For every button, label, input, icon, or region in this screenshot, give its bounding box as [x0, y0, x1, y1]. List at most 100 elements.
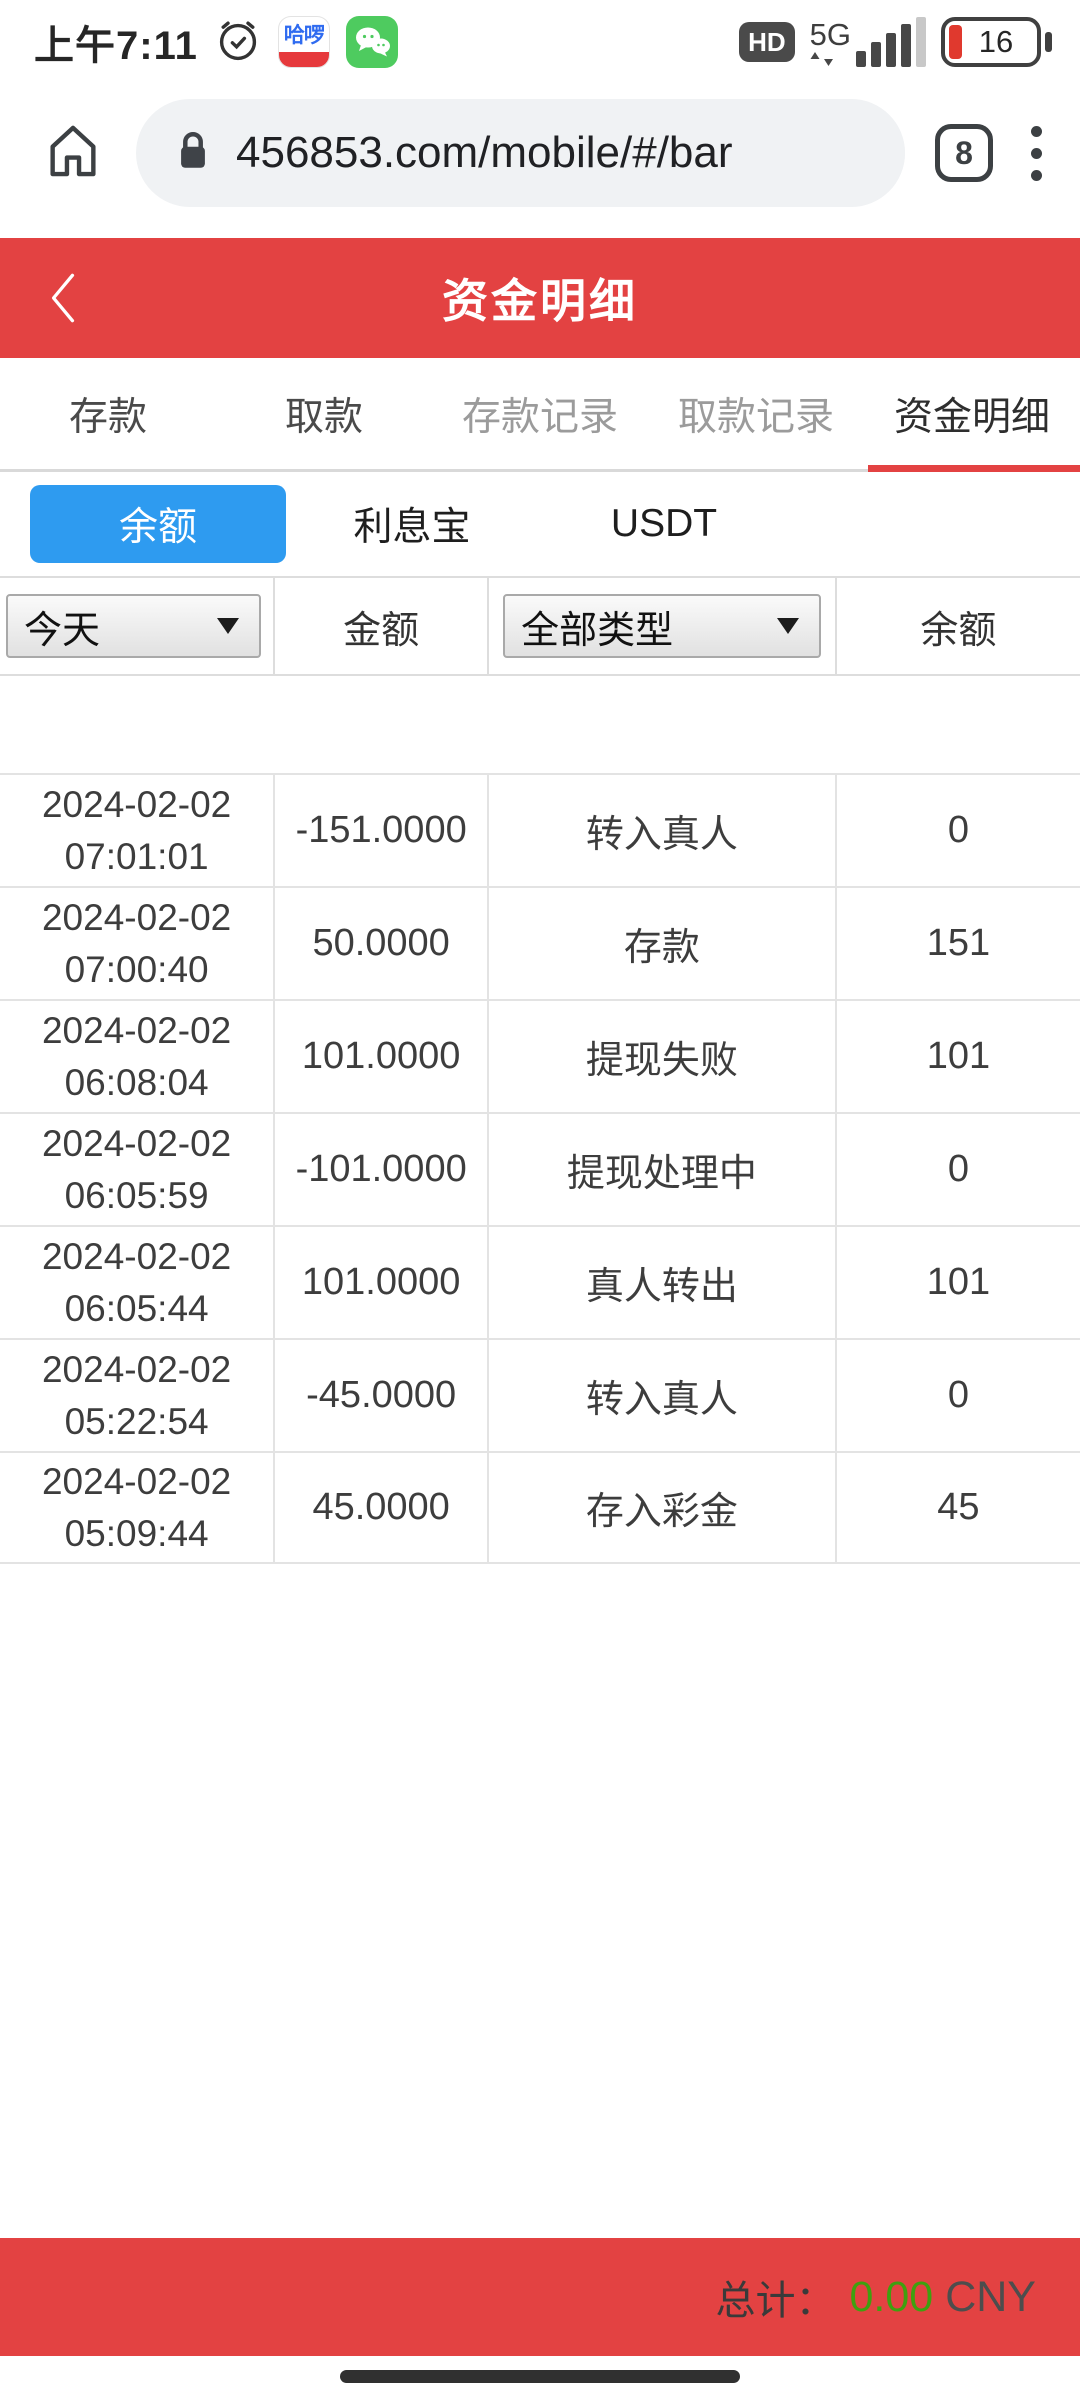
row-date: 2024-02-02 — [41, 783, 232, 825]
date-range-select[interactable]: 今天 — [6, 594, 262, 658]
main-tabs: 存款 取款 存款记录 取款记录 资金明细 — [0, 358, 1080, 472]
cell-type: 转入真人 — [487, 1340, 835, 1451]
url-text: 456853.com/mobile/#/bar — [236, 128, 733, 177]
cell-datetime: 2024-02-02 06:05:59 — [0, 1114, 273, 1225]
battery-icon: 16 — [941, 17, 1052, 67]
cell-balance: 101 — [834, 1227, 1080, 1338]
cell-amount: 45.0000 — [273, 1453, 487, 1562]
wechat-notification-icon — [345, 16, 398, 68]
subtab-balance[interactable]: 余额 — [30, 485, 286, 563]
row-time: 06:05:59 — [64, 1174, 209, 1216]
total-currency: CNY — [945, 2272, 1036, 2321]
back-button[interactable] — [46, 267, 80, 329]
dropdown-caret-icon — [217, 618, 240, 634]
row-date: 2024-02-02 — [41, 1460, 232, 1502]
filter-header-row: 今天 金额 全部类型 余额 — [0, 576, 1080, 676]
cell-amount: -45.0000 — [273, 1340, 487, 1451]
type-select[interactable]: 全部类型 — [503, 594, 821, 658]
cell-type: 存入彩金 — [487, 1453, 835, 1562]
cell-type: 提现失败 — [487, 1001, 835, 1112]
table-row: 2024-02-02 05:22:54 -45.0000 转入真人 0 — [0, 1338, 1080, 1451]
cell-datetime: 2024-02-02 07:01:01 — [0, 775, 273, 886]
cell-amount: -101.0000 — [273, 1114, 487, 1225]
subtab-usdt[interactable]: USDT — [610, 502, 718, 545]
tab-deposit[interactable]: 存款 — [68, 395, 147, 439]
total-bar: 总计： 0.00 CNY — [0, 2238, 1080, 2356]
home-indicator[interactable] — [340, 2370, 740, 2383]
cell-type: 真人转出 — [487, 1227, 835, 1338]
status-bar: 上午7:11 哈啰 — [0, 0, 1080, 68]
helloapp-icon-strip — [278, 52, 329, 67]
tab-withdraw-records[interactable]: 取款记录 — [677, 395, 834, 439]
page-title: 资金明细 — [442, 275, 638, 327]
column-header-amount: 金额 — [273, 578, 487, 674]
total-label: 总计： — [715, 2279, 836, 2323]
cell-datetime: 2024-02-02 05:22:54 — [0, 1340, 273, 1451]
url-bar[interactable]: 456853.com/mobile/#/bar — [136, 99, 905, 207]
tab-funds-detail[interactable]: 资金明细 — [864, 358, 1080, 472]
hd-icon: HD — [739, 22, 795, 62]
dropdown-caret-icon — [776, 618, 799, 634]
cell-datetime: 2024-02-02 06:05:44 — [0, 1227, 273, 1338]
clock-time: 上午7:11 — [34, 24, 198, 68]
alarm-icon — [214, 16, 262, 69]
cell-amount: 101.0000 — [273, 1001, 487, 1112]
cell-amount: 50.0000 — [273, 888, 487, 999]
table-row: 2024-02-02 05:09:44 45.0000 存入彩金 45 — [0, 1451, 1080, 1564]
cell-datetime: 2024-02-02 05:09:44 — [0, 1453, 273, 1562]
table-row: 2024-02-02 06:05:44 101.0000 真人转出 101 — [0, 1225, 1080, 1338]
battery-fill — [949, 25, 962, 59]
gesture-bar-area — [0, 2356, 1080, 2400]
table-row: 2024-02-02 07:01:01 -151.0000 转入真人 0 — [0, 773, 1080, 886]
cell-balance: 0 — [834, 775, 1080, 886]
row-time: 06:05:44 — [64, 1287, 209, 1329]
date-range-value: 今天 — [24, 609, 101, 652]
row-time: 07:00:40 — [64, 948, 209, 990]
type-select-value: 全部类型 — [521, 609, 674, 652]
row-date: 2024-02-02 — [41, 896, 232, 938]
home-icon[interactable] — [40, 118, 106, 189]
cell-balance: 0 — [834, 1340, 1080, 1451]
row-date: 2024-02-02 — [41, 1348, 232, 1390]
row-date: 2024-02-02 — [41, 1009, 232, 1051]
battery-body: 16 — [941, 17, 1041, 67]
status-bar-left: 上午7:11 哈啰 — [34, 13, 398, 71]
cell-balance: 101 — [834, 1001, 1080, 1112]
row-time: 07:01:01 — [64, 835, 209, 877]
tab-deposit-records[interactable]: 存款记录 — [461, 395, 618, 439]
row-date: 2024-02-02 — [41, 1235, 232, 1277]
helloapp-icon-text: 哈啰 — [283, 24, 325, 47]
empty-space — [0, 1564, 1080, 2238]
network-type: 5G — [810, 19, 851, 67]
battery-percent: 16 — [978, 24, 1014, 59]
row-date: 2024-02-02 — [41, 1122, 232, 1164]
signal-bars-icon: 5G — [810, 17, 926, 67]
back-chevron-icon — [51, 273, 75, 323]
row-time: 05:09:44 — [64, 1512, 209, 1554]
table-row: 2024-02-02 06:05:59 -101.0000 提现处理中 0 — [0, 1112, 1080, 1225]
network-type-label: 5G — [809, 17, 851, 52]
subtab-interest-treasure[interactable]: 利息宝 — [353, 506, 471, 549]
transactions-table: 2024-02-02 07:01:01 -151.0000 转入真人 0 202… — [0, 773, 1080, 1564]
browser-menu-button[interactable] — [1023, 125, 1050, 181]
page-header: 资金明细 — [0, 238, 1080, 358]
sub-tabs: 余额 利息宝 USDT — [0, 472, 1080, 576]
signal-strength-bars — [856, 17, 926, 67]
tab-switcher-button[interactable]: 8 — [935, 124, 993, 182]
cell-type: 存款 — [487, 888, 835, 999]
cell-type: 提现处理中 — [487, 1114, 835, 1225]
row-time: 06:08:04 — [64, 1061, 209, 1103]
tab-withdraw[interactable]: 取款 — [284, 395, 363, 439]
cell-balance: 45 — [834, 1453, 1080, 1562]
url-fade-overlay — [825, 99, 905, 207]
cell-datetime: 2024-02-02 07:00:40 — [0, 888, 273, 999]
status-bar-right: HD 5G 16 — [739, 17, 1052, 67]
browser-toolbar: 456853.com/mobile/#/bar 8 — [0, 68, 1080, 238]
filter-cell-type: 全部类型 — [487, 578, 835, 674]
cell-balance: 0 — [834, 1114, 1080, 1225]
cell-amount: -151.0000 — [273, 775, 487, 886]
cell-balance: 151 — [834, 888, 1080, 999]
table-row: 2024-02-02 06:08:04 101.0000 提现失败 101 — [0, 999, 1080, 1112]
tab-count: 8 — [955, 134, 973, 171]
